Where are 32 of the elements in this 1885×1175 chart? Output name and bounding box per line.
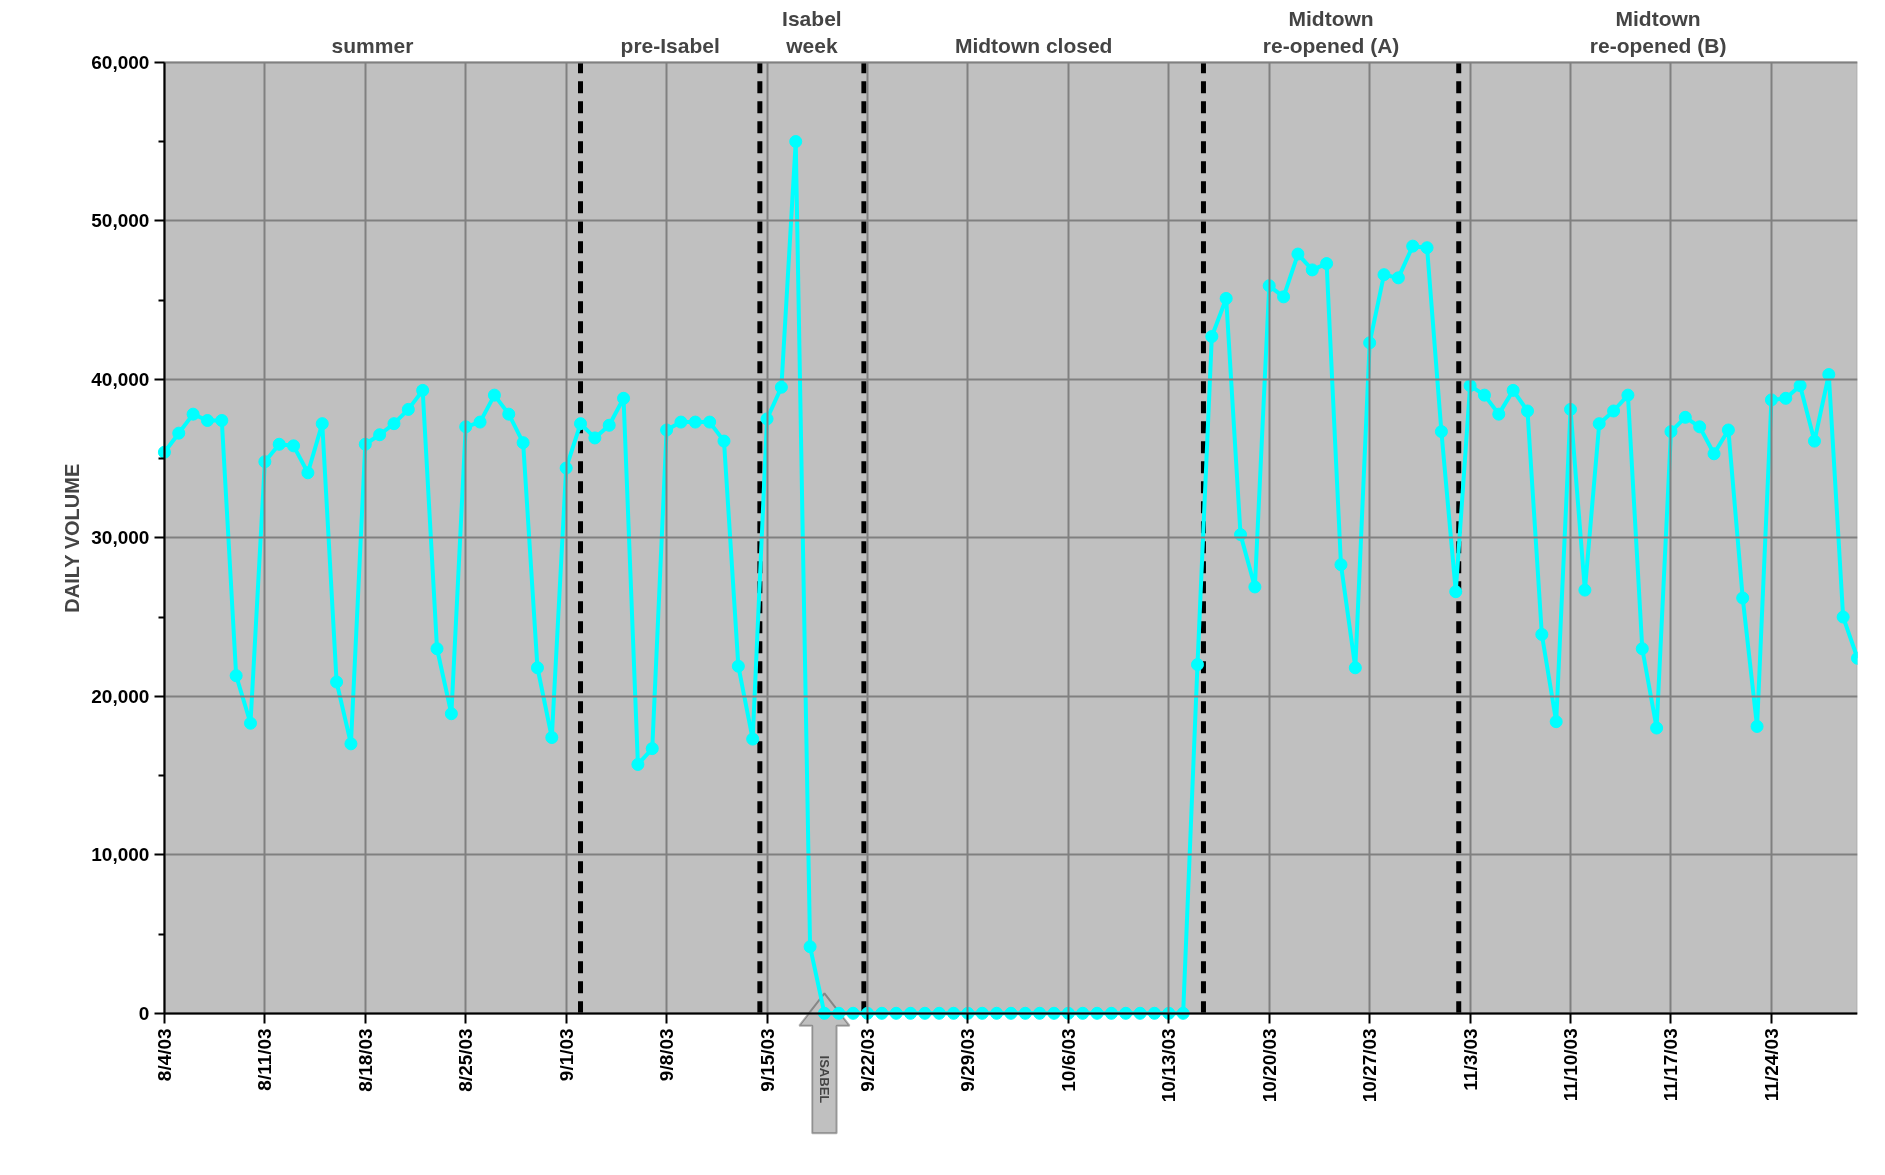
text: summer xyxy=(331,34,414,58)
y-tick-label: 20,000 xyxy=(91,685,150,707)
y-tick-label: 40,000 xyxy=(91,368,150,390)
text: Midtown re-opened (A) xyxy=(1262,6,1400,58)
y-axis-title: DAILY VOLUME xyxy=(61,463,84,613)
x-tick-label: 10/6/03 xyxy=(1057,1028,1079,1092)
y-tick-label: 0 xyxy=(138,1002,150,1024)
y-tick-label: 30,000 xyxy=(91,527,150,549)
x-tick-label: 8/18/03 xyxy=(354,1028,376,1092)
text: Midtown re-opened (B) xyxy=(1589,6,1727,58)
x-tick-label: 9/22/03 xyxy=(856,1028,878,1092)
x-tick-label: 11/17/03 xyxy=(1660,1028,1682,1102)
x-tick-label: 9/8/03 xyxy=(656,1028,678,1082)
y-tick-label: 10,000 xyxy=(91,844,150,866)
text: Isabel week xyxy=(782,6,842,58)
x-tick-label: 11/10/03 xyxy=(1560,1028,1582,1102)
x-tick-label: 10/20/03 xyxy=(1258,1028,1280,1103)
x-tick-label: 11/3/03 xyxy=(1459,1028,1481,1091)
x-tick-label: 8/25/03 xyxy=(455,1028,477,1092)
text: Midtown closed xyxy=(954,34,1113,58)
x-tick-label: 9/29/03 xyxy=(957,1028,979,1092)
x-tick-label: 8/4/03 xyxy=(153,1028,175,1082)
y-tick-label: 50,000 xyxy=(91,210,150,232)
x-tick-label: 10/13/03 xyxy=(1158,1028,1180,1103)
text: pre-Isabel xyxy=(620,34,720,58)
x-tick-label: 8/11/03 xyxy=(254,1028,276,1091)
x-tick-label: 9/1/03 xyxy=(555,1028,577,1082)
x-tick-label: 10/27/03 xyxy=(1359,1028,1381,1103)
text: ISABEL xyxy=(816,1055,832,1104)
x-tick-label: 9/15/03 xyxy=(756,1028,778,1092)
x-tick-label: 11/24/03 xyxy=(1760,1028,1782,1102)
y-tick-label: 60,000 xyxy=(91,51,150,73)
